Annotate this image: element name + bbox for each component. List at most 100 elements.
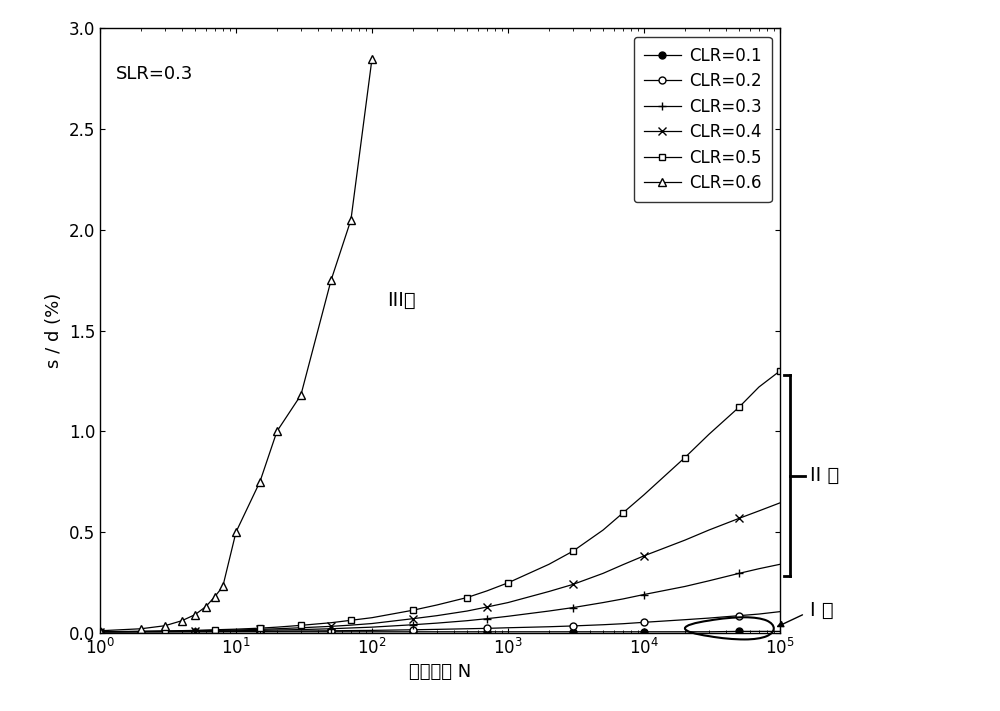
CLR=0.5 — [753, 383, 765, 391]
CLR=0.5 — [502, 579, 514, 587]
CLR=0.6 — [345, 215, 357, 224]
CLR=0.1 — [679, 628, 691, 636]
CLR=0.4 — [325, 622, 337, 631]
CLR=0.6 — [209, 592, 221, 601]
CLR=0.2 — [366, 626, 378, 635]
CLR=0.3 — [366, 623, 378, 631]
CLR=0.2 — [94, 628, 106, 636]
CLR=0.1 — [94, 628, 106, 636]
CLR=0.2 — [345, 626, 357, 635]
CLR=0.5 — [597, 526, 609, 535]
CLR=0.3 — [597, 599, 609, 607]
CLR=0.5 — [295, 621, 307, 630]
CLR=0.1 — [189, 628, 201, 636]
Text: III型: III型 — [387, 291, 416, 310]
CLR=0.1 — [135, 628, 147, 636]
CLR=0.2 — [567, 621, 579, 630]
CLR=0.1 — [159, 628, 171, 636]
CLR=0.5 — [567, 547, 579, 555]
CLR=0.6 — [200, 602, 212, 611]
CLR=0.2 — [703, 614, 715, 622]
CLR=0.6 — [189, 610, 201, 619]
CLR=0.4 — [407, 614, 419, 623]
CLR=0.3 — [753, 565, 765, 573]
CLR=0.5 — [254, 624, 266, 632]
CLR=0.6 — [135, 624, 147, 633]
CLR=0.3 — [230, 626, 242, 635]
CLR=0.3 — [567, 604, 579, 612]
Line: CLR=0.5: CLR=0.5 — [97, 368, 783, 635]
CLR=0.1 — [733, 627, 745, 636]
CLR=0.5 — [271, 623, 283, 631]
CLR=0.3 — [94, 628, 106, 636]
CLR=0.4 — [753, 507, 765, 515]
CLR=0.4 — [295, 624, 307, 632]
CLR=0.4 — [135, 627, 147, 636]
CLR=0.6 — [254, 478, 266, 486]
CLR=0.2 — [679, 616, 691, 624]
CLR=0.1 — [597, 628, 609, 636]
CLR=0.4 — [774, 498, 786, 507]
CLR=0.3 — [254, 626, 266, 635]
CLR=0.2 — [733, 611, 745, 620]
CLR=0.4 — [271, 624, 283, 633]
CLR=0.5 — [209, 626, 221, 634]
Line: CLR=0.3: CLR=0.3 — [96, 560, 784, 636]
CLR=0.5 — [325, 619, 337, 627]
CLR=0.1 — [753, 627, 765, 636]
CLR=0.1 — [567, 628, 579, 636]
CLR=0.3 — [295, 625, 307, 634]
CLR=0.2 — [189, 627, 201, 636]
CLR=0.3 — [543, 606, 555, 615]
CLR=0.6 — [94, 626, 106, 635]
CLR=0.2 — [325, 626, 337, 635]
Legend: CLR=0.1, CLR=0.2, CLR=0.3, CLR=0.4, CLR=0.5, CLR=0.6: CLR=0.1, CLR=0.2, CLR=0.3, CLR=0.4, CLR=… — [634, 37, 772, 202]
CLR=0.1 — [431, 628, 443, 636]
CLR=0.3 — [638, 590, 650, 599]
CLR=0.5 — [135, 627, 147, 636]
CLR=0.4 — [254, 625, 266, 634]
CLR=0.3 — [159, 627, 171, 636]
CLR=0.4 — [189, 626, 201, 635]
CLR=0.4 — [617, 560, 629, 569]
CLR=0.5 — [407, 606, 419, 614]
CLR=0.5 — [638, 491, 650, 499]
CLR=0.2 — [431, 625, 443, 634]
CLR=0.2 — [254, 627, 266, 636]
CLR=0.6 — [230, 528, 242, 536]
CLR=0.3 — [325, 624, 337, 633]
CLR=0.5 — [94, 628, 106, 636]
CLR=0.2 — [543, 623, 555, 631]
CLR=0.4 — [597, 569, 609, 577]
CLR=0.6 — [159, 621, 171, 630]
CLR=0.6 — [366, 55, 378, 63]
CLR=0.1 — [617, 628, 629, 636]
CLR=0.1 — [209, 628, 221, 636]
CLR=0.4 — [638, 552, 650, 560]
CLR=0.5 — [774, 367, 786, 375]
CLR=0.6 — [176, 616, 188, 625]
CLR=0.2 — [617, 619, 629, 628]
CLR=0.4 — [94, 628, 106, 636]
CLR=0.4 — [461, 606, 473, 615]
CLR=0.2 — [230, 627, 242, 636]
Y-axis label: s / d (%): s / d (%) — [45, 293, 63, 368]
CLR=0.2 — [481, 624, 493, 633]
CLR=0.2 — [135, 628, 147, 636]
CLR=0.3 — [679, 582, 691, 591]
CLR=0.1 — [366, 628, 378, 636]
CLR=0.3 — [271, 626, 283, 634]
CLR=0.4 — [481, 603, 493, 611]
CLR=0.4 — [703, 526, 715, 535]
CLR=0.2 — [774, 607, 786, 616]
CLR=0.2 — [753, 610, 765, 619]
CLR=0.3 — [407, 621, 419, 629]
CLR=0.4 — [431, 611, 443, 620]
CLR=0.3 — [617, 594, 629, 603]
CLR=0.4 — [679, 536, 691, 545]
CLR=0.6 — [295, 391, 307, 400]
CLR=0.6 — [217, 582, 229, 591]
CLR=0.3 — [189, 627, 201, 636]
CLR=0.4 — [230, 626, 242, 634]
CLR=0.1 — [345, 628, 357, 636]
